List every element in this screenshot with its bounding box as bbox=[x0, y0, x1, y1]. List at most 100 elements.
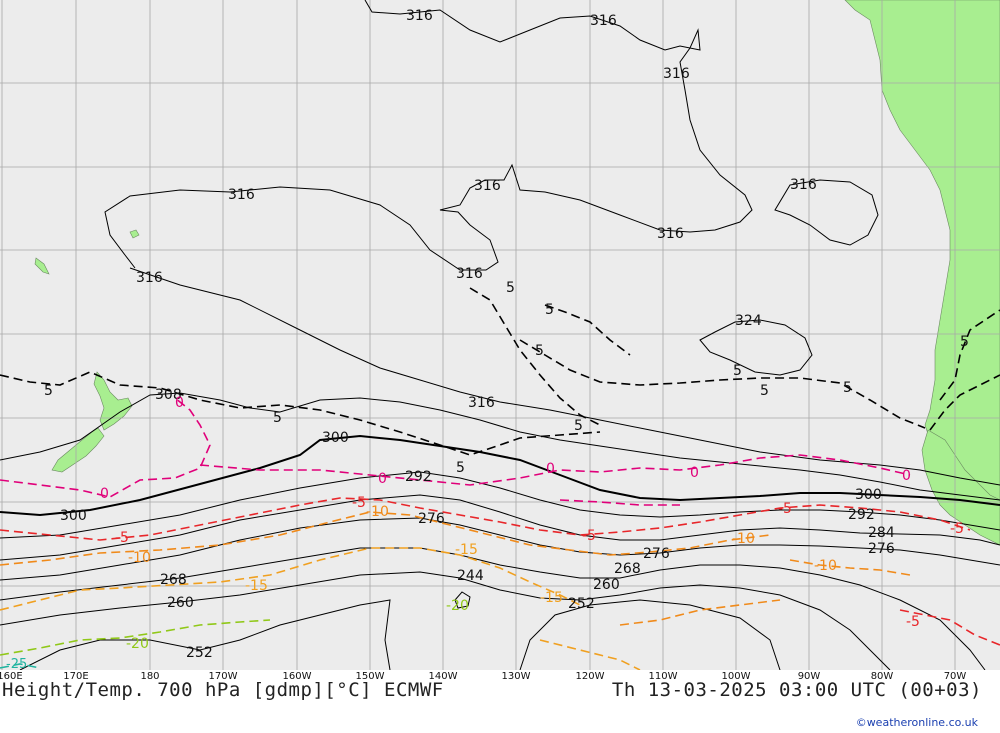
contour-316-east bbox=[774, 179, 879, 246]
temp-label: 5 bbox=[960, 334, 969, 350]
height-labels: 316 316 316 316 316 316 316 316 316 316 … bbox=[60, 8, 895, 661]
temp-label: -10 bbox=[366, 504, 389, 520]
temp-label: 0 bbox=[902, 468, 911, 484]
lat-lon-grid bbox=[0, 0, 1000, 670]
height-label: 260 bbox=[167, 595, 194, 611]
temp-label: -5 bbox=[115, 530, 129, 546]
height-label: 300 bbox=[322, 430, 349, 446]
temp-label: -15 bbox=[540, 590, 563, 606]
temp-label: 5 bbox=[535, 343, 544, 359]
temp-label: -10 bbox=[732, 531, 755, 547]
contour-260 bbox=[0, 571, 891, 670]
height-label: 300 bbox=[855, 487, 882, 503]
temp-labels-5: 5 5 5 5 5 5 5 5 5 5 5 bbox=[44, 280, 969, 476]
temp-label: -5 bbox=[778, 501, 792, 517]
map-title: Height/Temp. 700 hPa [gdmp][°C] ECMWF bbox=[2, 679, 444, 701]
height-label: 316 bbox=[136, 270, 163, 286]
valid-time: Th 13-03-2025 03:00 UTC (00+03) bbox=[611, 679, 982, 701]
longitude-label: 180 bbox=[140, 671, 160, 682]
longitude-label: 90W bbox=[797, 671, 821, 682]
temp-label: -10 bbox=[814, 558, 837, 574]
credit-link[interactable]: ©weatheronline.co.uk bbox=[855, 716, 978, 729]
height-label: 292 bbox=[848, 507, 875, 523]
temp-labels-minus15: -15 -15 -15 bbox=[245, 542, 563, 606]
contour-292 bbox=[0, 471, 1000, 539]
temp-label: -25 bbox=[6, 657, 27, 670]
temp-contour-5 bbox=[0, 287, 1000, 456]
height-label: 316 bbox=[663, 66, 690, 82]
temp-label: -15 bbox=[455, 542, 478, 558]
height-contours bbox=[0, 0, 1000, 670]
temp-label: 5 bbox=[733, 363, 742, 379]
longitude-label: 170W bbox=[208, 671, 238, 682]
longitude-label: 100W bbox=[721, 671, 751, 682]
temp-contour-minus25 bbox=[0, 663, 41, 669]
height-label: 244 bbox=[457, 568, 484, 584]
temp-labels-minus20: -20 -20 bbox=[126, 598, 469, 652]
map-footer bbox=[0, 670, 1000, 733]
contour-268 bbox=[0, 547, 986, 670]
temp-contour-minus20 bbox=[0, 619, 271, 656]
contour-244 bbox=[454, 591, 471, 609]
temp-labels-minus25: -25 bbox=[6, 657, 27, 670]
temp-labels-minus10: -10 -10 -10 -10 bbox=[128, 504, 837, 574]
contour-252 bbox=[19, 599, 781, 670]
height-label: 300 bbox=[60, 508, 87, 524]
longitude-label: 150W bbox=[355, 671, 385, 682]
temp-label: -10 bbox=[128, 550, 151, 566]
longitude-label: 80W bbox=[870, 671, 894, 682]
temp-label: 0 bbox=[378, 471, 387, 487]
temp-label: 5 bbox=[273, 410, 282, 426]
temp-label: -5 bbox=[582, 528, 596, 544]
contour-300 bbox=[0, 434, 1000, 517]
longitude-label: 170E bbox=[63, 671, 89, 682]
height-label: 316 bbox=[406, 8, 433, 24]
temp-label: -20 bbox=[446, 598, 469, 614]
new-zealand-north-island bbox=[93, 371, 133, 431]
height-label: 292 bbox=[405, 469, 432, 485]
patagonia-land bbox=[921, 429, 1000, 546]
temp-label: 0 bbox=[690, 465, 699, 481]
temp-label: 5 bbox=[574, 418, 583, 434]
temp-label: 5 bbox=[44, 383, 53, 399]
longitude-label: 160E bbox=[0, 671, 23, 682]
height-label: 252 bbox=[568, 596, 595, 612]
height-label: 316 bbox=[590, 13, 617, 29]
longitude-label: 120W bbox=[575, 671, 605, 682]
longitude-label: 130W bbox=[501, 671, 531, 682]
longitude-label: 110W bbox=[648, 671, 678, 682]
temp-label: 0 bbox=[175, 395, 184, 411]
temp-contour-minus5 bbox=[0, 497, 1000, 646]
contour-308 bbox=[0, 392, 1000, 501]
height-label: 324 bbox=[735, 313, 762, 329]
height-label: 308 bbox=[155, 387, 182, 403]
temp-label: -15 bbox=[245, 578, 268, 594]
temp-label: 0 bbox=[100, 486, 109, 502]
ocean-background bbox=[0, 0, 1000, 670]
temp-label: 0 bbox=[546, 461, 555, 477]
temp-label: -5 bbox=[906, 614, 920, 630]
longitude-axis: 160E 170E 180 170W 160W 150W 140W 130W 120W 110W 1… bbox=[0, 671, 1000, 683]
height-label: 316 bbox=[228, 187, 255, 203]
height-label: 284 bbox=[868, 525, 895, 541]
temp-contour-0 bbox=[0, 397, 911, 506]
height-label: 316 bbox=[790, 177, 817, 193]
height-label: 276 bbox=[418, 511, 445, 527]
weather-map: 316 316 316 316 316 316 316 316 316 316 … bbox=[0, 0, 1000, 670]
contour-324 bbox=[699, 319, 813, 376]
small-islands bbox=[34, 229, 140, 275]
temp-contour-minus10 bbox=[0, 511, 911, 626]
contour-316-north bbox=[104, 0, 753, 271]
temp-label: 5 bbox=[456, 460, 465, 476]
temp-label: 5 bbox=[545, 302, 554, 318]
temp-label: 5 bbox=[843, 380, 852, 396]
height-label: 276 bbox=[643, 546, 670, 562]
height-label: 260 bbox=[593, 577, 620, 593]
height-label: 276 bbox=[868, 541, 895, 557]
height-label: 252 bbox=[186, 645, 213, 661]
temp-label: 5 bbox=[506, 280, 515, 296]
temp-contour-minus15 bbox=[0, 547, 641, 670]
temp-label: -5 bbox=[950, 521, 964, 537]
longitude-label: 70W bbox=[943, 671, 967, 682]
contour-284 bbox=[0, 494, 1000, 561]
